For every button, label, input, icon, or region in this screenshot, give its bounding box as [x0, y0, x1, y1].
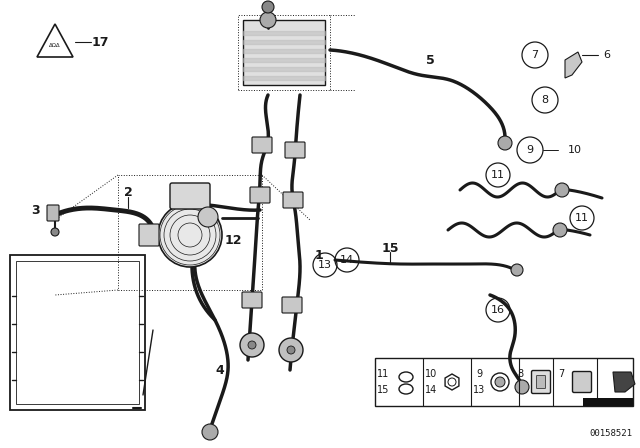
Text: 8: 8: [541, 95, 548, 105]
Circle shape: [555, 183, 569, 197]
Text: 16: 16: [491, 305, 505, 315]
Text: 00158521: 00158521: [589, 429, 632, 438]
FancyBboxPatch shape: [285, 142, 305, 158]
Text: 2: 2: [124, 185, 132, 198]
Circle shape: [248, 341, 256, 349]
Text: 10: 10: [568, 145, 582, 155]
Text: 11: 11: [491, 170, 505, 180]
Text: 9: 9: [476, 369, 482, 379]
Circle shape: [287, 346, 295, 354]
Polygon shape: [613, 372, 635, 392]
Circle shape: [158, 203, 222, 267]
Text: 7: 7: [558, 369, 564, 379]
Text: 3: 3: [31, 203, 39, 216]
FancyBboxPatch shape: [170, 183, 210, 209]
Text: 15: 15: [377, 385, 389, 395]
Text: 17: 17: [92, 35, 109, 48]
Circle shape: [202, 424, 218, 440]
Circle shape: [51, 228, 59, 236]
Text: ΔΩΔ: ΔΩΔ: [49, 43, 61, 47]
Text: 1: 1: [315, 249, 324, 262]
FancyBboxPatch shape: [242, 292, 262, 308]
Text: 5: 5: [426, 53, 435, 66]
Circle shape: [511, 264, 523, 276]
Text: 11: 11: [377, 369, 389, 379]
FancyBboxPatch shape: [573, 371, 591, 392]
Circle shape: [198, 207, 218, 227]
FancyBboxPatch shape: [252, 137, 272, 153]
Text: 15: 15: [381, 241, 399, 254]
Text: 13: 13: [473, 385, 485, 395]
Circle shape: [495, 377, 505, 387]
Circle shape: [498, 136, 512, 150]
FancyBboxPatch shape: [531, 370, 550, 393]
Text: 13: 13: [318, 260, 332, 270]
Circle shape: [515, 380, 529, 394]
Bar: [583, 398, 633, 406]
Circle shape: [240, 333, 264, 357]
Text: 7: 7: [531, 50, 539, 60]
Circle shape: [279, 338, 303, 362]
FancyBboxPatch shape: [47, 205, 59, 221]
Circle shape: [262, 1, 274, 13]
Text: 8: 8: [517, 369, 523, 379]
FancyBboxPatch shape: [250, 187, 270, 203]
FancyBboxPatch shape: [283, 192, 303, 208]
Bar: [375, 358, 633, 406]
Text: 11: 11: [575, 213, 589, 223]
Polygon shape: [243, 20, 325, 85]
Text: 9: 9: [527, 145, 534, 155]
Text: 10: 10: [425, 369, 437, 379]
Circle shape: [553, 223, 567, 237]
FancyBboxPatch shape: [139, 224, 159, 246]
Text: 4: 4: [215, 363, 224, 376]
FancyBboxPatch shape: [282, 297, 302, 313]
Polygon shape: [565, 52, 582, 78]
FancyBboxPatch shape: [536, 375, 545, 388]
Text: 14: 14: [340, 255, 354, 265]
Text: 12: 12: [225, 233, 242, 246]
Text: 14: 14: [425, 385, 437, 395]
Circle shape: [260, 12, 276, 28]
Text: 6: 6: [603, 50, 610, 60]
